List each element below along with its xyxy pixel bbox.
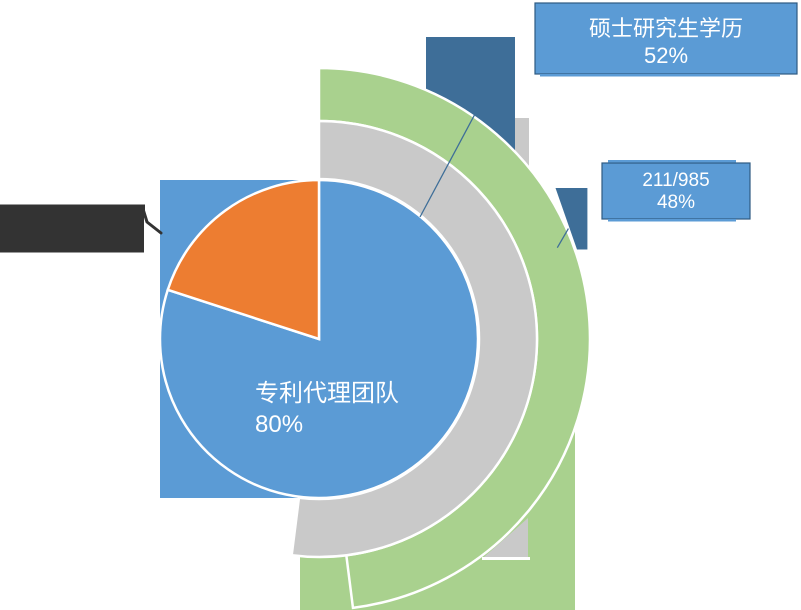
svg-text:48%: 48% <box>657 192 695 213</box>
svg-text:211/985: 211/985 <box>642 170 709 191</box>
svg-text:专利代理团队: 专利代理团队 <box>255 380 399 407</box>
svg-text:52%: 52% <box>644 43 688 68</box>
svg-text:80%: 80% <box>255 411 303 438</box>
svg-text:硕士研究生学历: 硕士研究生学历 <box>589 16 743 41</box>
